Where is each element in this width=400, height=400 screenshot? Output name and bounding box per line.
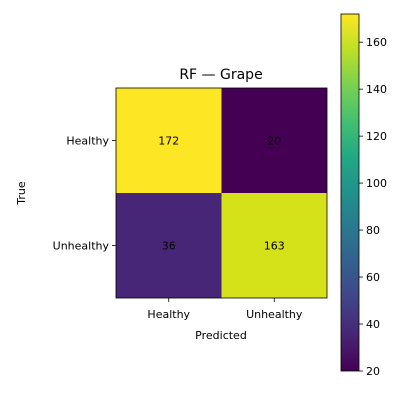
colorbar-tick-label: 160 (366, 36, 387, 49)
cell-value-label: 36 (162, 240, 176, 253)
y-axis-ticks: Healthy Unhealthy (53, 135, 116, 253)
heatmap-cell (221, 193, 327, 298)
x-axis-label: Predicted (195, 329, 247, 342)
colorbar-tick-label: 120 (366, 130, 387, 143)
x-tick-label: Unhealthy (246, 308, 303, 321)
cell-value-labels: 172 20 36 163 (158, 135, 285, 253)
colorbar-tick-label: 40 (366, 318, 380, 331)
y-tick-label: Healthy (66, 135, 109, 148)
plot-frame (115, 87, 328, 299)
heatmap-cell (116, 193, 222, 298)
colorbar (340, 13, 360, 372)
colorbar-ticks: 20 40 60 80 100 120 140 160 (359, 36, 387, 378)
cell-value-label: 172 (158, 135, 179, 148)
cell-value-label: 163 (264, 240, 285, 253)
colorbar-tick-label: 80 (366, 224, 380, 237)
colorbar-tick-label: 20 (366, 365, 380, 378)
heatmap-cells (116, 88, 327, 298)
colorbar-tick-label: 60 (366, 271, 380, 284)
x-tick-label: Healthy (147, 308, 190, 321)
heatmap-cell (221, 88, 327, 193)
cell-value-label: 20 (267, 135, 281, 148)
heatmap-cell (116, 88, 222, 193)
y-axis-label: True (15, 181, 28, 206)
x-axis-ticks: Healthy Unhealthy (147, 298, 303, 321)
colorbar-tick-label: 100 (366, 177, 387, 190)
chart-title: RF — Grape (179, 67, 262, 83)
y-tick-label: Unhealthy (53, 240, 110, 253)
colorbar-tick-label: 140 (366, 83, 387, 96)
